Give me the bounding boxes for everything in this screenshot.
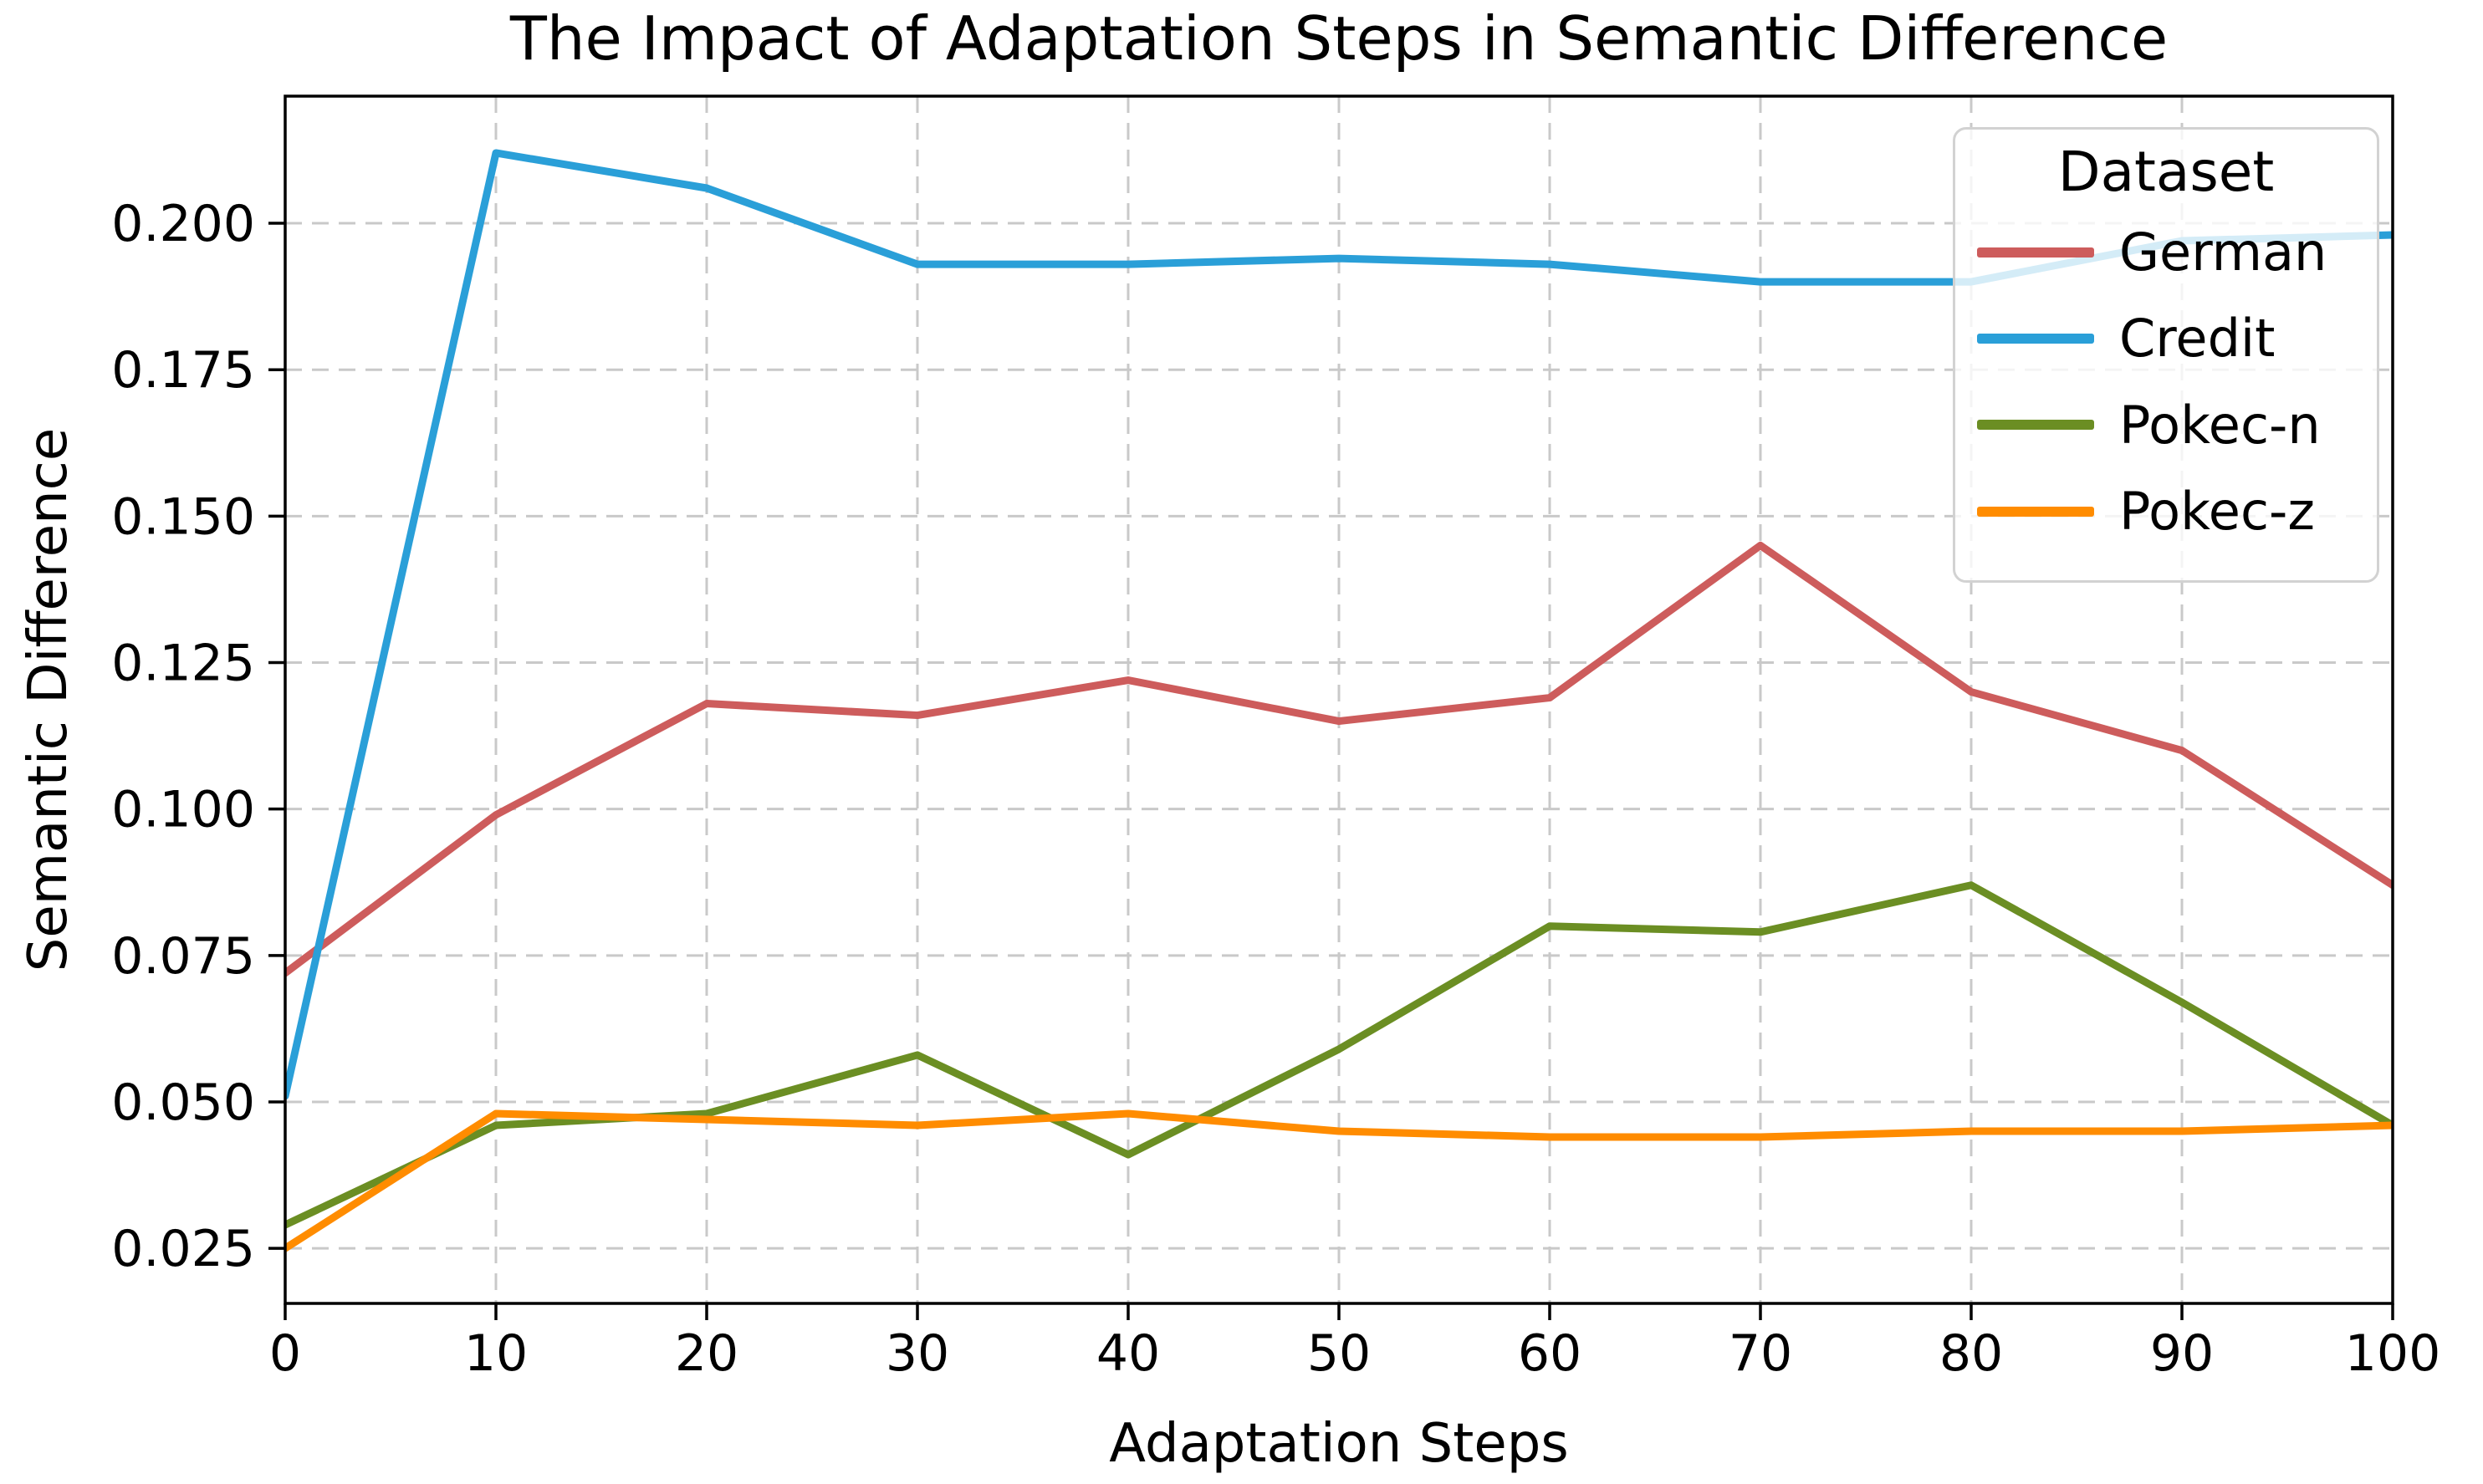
tick-labels: 0 10 20 30 40 50 60 70 80 90 100 0.025 0.050 0.075 0.1… bbox=[111, 195, 2440, 1383]
legend-swatch-german bbox=[1977, 247, 2094, 258]
y-tick-label: 0.050 bbox=[111, 1073, 255, 1132]
y-tick-label: 0.175 bbox=[111, 341, 255, 400]
x-tick-label: 50 bbox=[1307, 1324, 1371, 1383]
legend-item: German bbox=[1977, 222, 2355, 282]
legend-items: German Credit Pokec-n Pokec-z bbox=[1955, 222, 2377, 541]
chart-title: The Impact of Adaptation Steps in Semant… bbox=[509, 3, 2169, 74]
legend-item: Pokec-z bbox=[1977, 482, 2355, 541]
legend-swatch-pokec-n bbox=[1977, 420, 2094, 431]
legend-item-label: Pokec-n bbox=[2119, 394, 2321, 456]
y-tick-label: 0.100 bbox=[111, 781, 255, 839]
x-tick-label: 30 bbox=[886, 1324, 949, 1383]
x-tick-label: 20 bbox=[675, 1324, 738, 1383]
y-tick-label: 0.200 bbox=[111, 195, 255, 253]
series-line-pokec-z bbox=[285, 1109, 2393, 1252]
x-tick-label: 0 bbox=[269, 1324, 301, 1383]
x-tick-label: 90 bbox=[2150, 1324, 2214, 1383]
y-tick-label: 0.025 bbox=[111, 1220, 255, 1278]
x-tick-label: 100 bbox=[2345, 1324, 2441, 1383]
legend-item-label: Credit bbox=[2119, 308, 2276, 370]
x-tick-label: 40 bbox=[1096, 1324, 1160, 1383]
x-axis-label: Adaptation Steps bbox=[1109, 1413, 1569, 1475]
x-tick-label: 70 bbox=[1729, 1324, 1792, 1383]
x-tick-label: 60 bbox=[1518, 1324, 1581, 1383]
tick-marks bbox=[268, 222, 2394, 1320]
x-tick-label: 80 bbox=[1939, 1324, 2003, 1383]
legend-swatch-pokec-z bbox=[1977, 506, 2094, 517]
legend-title: Dataset bbox=[2057, 140, 2275, 204]
y-tick-label: 0.125 bbox=[111, 635, 255, 693]
y-tick-label: 0.075 bbox=[111, 927, 255, 986]
y-tick-label: 0.150 bbox=[111, 487, 255, 546]
legend: Dataset German Credit Pokec-n Pokec-z bbox=[1953, 127, 2379, 583]
x-tick-label: 10 bbox=[464, 1324, 528, 1383]
legend-item-label: Pokec-z bbox=[2119, 480, 2315, 542]
legend-swatch-credit bbox=[1977, 333, 2094, 344]
legend-item: Credit bbox=[1977, 308, 2355, 370]
legend-item-label: German bbox=[2119, 222, 2327, 283]
legend-item: Pokec-n bbox=[1977, 395, 2355, 455]
series-line-german bbox=[285, 541, 2393, 977]
